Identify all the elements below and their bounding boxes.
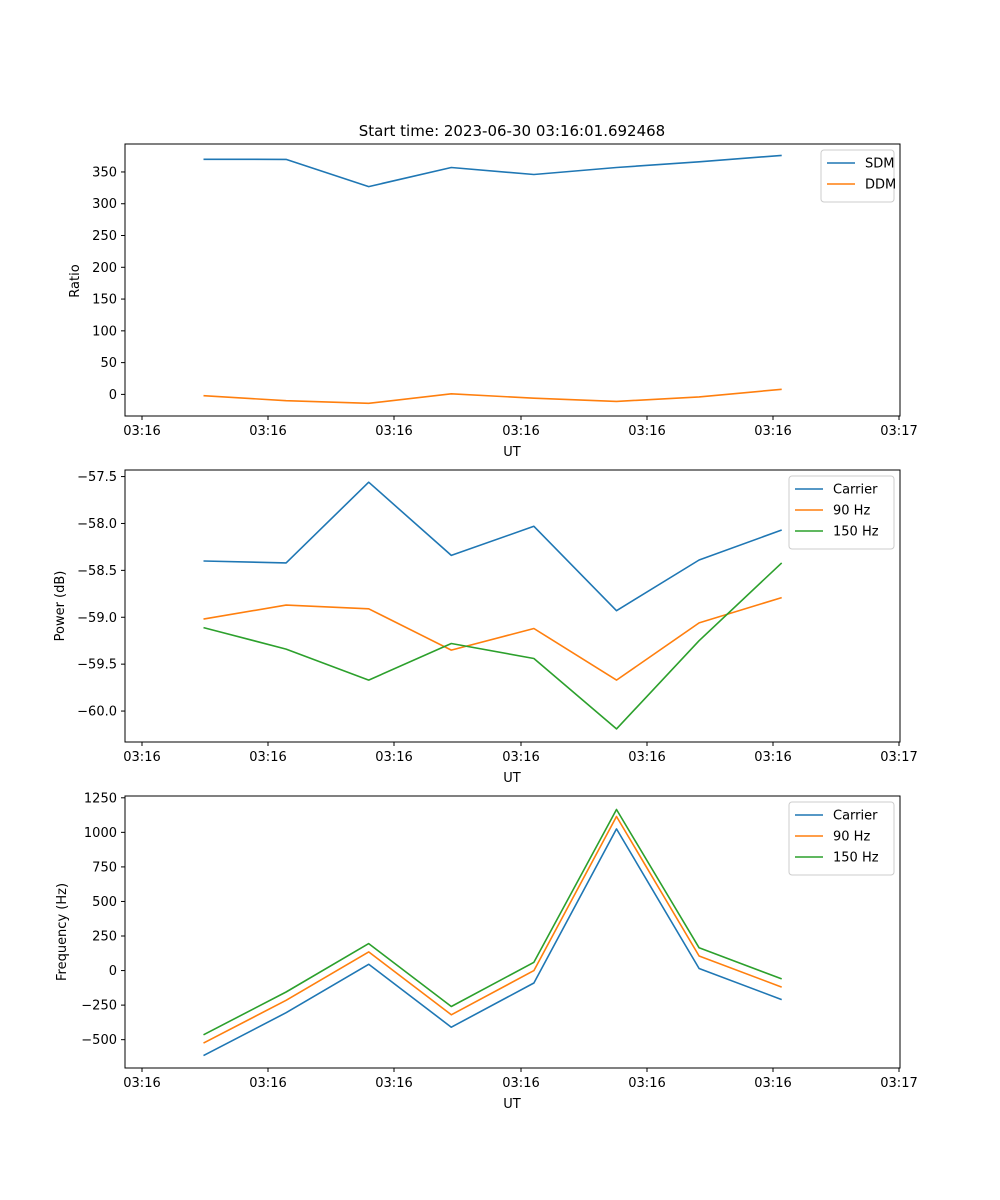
power-legend-label: 150 Hz (833, 525, 879, 540)
ratio-xlabel: UT (503, 445, 521, 460)
frequency-x-tick-label: 03:16 (123, 1076, 160, 1091)
ratio-y-tick-label: 0 (109, 388, 117, 403)
ratio-axes-frame (124, 143, 901, 417)
figure-title: Start time: 2023-06-30 03:16:01.692468 (359, 122, 665, 140)
frequency-y-tick-label: 250 (92, 930, 117, 945)
ratio-legend-label: DDM (865, 178, 896, 193)
frequency-series-2-line (203, 808, 782, 1036)
ratio-x-tick-label: 03:16 (754, 424, 791, 439)
power-x-tick-label: 03:17 (880, 750, 917, 765)
power-ylabel: Power (dB) (53, 571, 68, 642)
frequency-x-tick-label: 03:16 (249, 1076, 286, 1091)
frequency-series-0-line (203, 828, 782, 1057)
ratio-x-tick-label: 03:16 (249, 424, 286, 439)
power-y-tick-label: −58.5 (77, 564, 117, 579)
power-y-tick-label: −58.0 (77, 517, 117, 532)
ratio-x-tick-label: 03:16 (375, 424, 412, 439)
power-y-tick-label: −59.0 (77, 611, 117, 626)
power-axes-frame (124, 469, 901, 743)
ratio-x-tick-label: 03:16 (123, 424, 160, 439)
frequency-y-tick-label: 500 (92, 895, 117, 910)
ratio-y-tick-label: 50 (100, 356, 117, 371)
power-x-tick-label: 03:16 (502, 750, 539, 765)
frequency-y-tick-label: 0 (109, 964, 117, 979)
power-y-tick-label: −59.5 (77, 658, 117, 673)
frequency-x-tick-label: 03:17 (880, 1076, 917, 1091)
frequency-legend-label: 150 Hz (833, 851, 879, 866)
frequency-axes-frame (124, 795, 901, 1069)
ratio-y-tick-label: 300 (92, 197, 117, 212)
power-x-tick-label: 03:16 (628, 750, 665, 765)
power-series-0-line (203, 481, 782, 612)
frequency-y-tick-label: −500 (81, 1033, 117, 1048)
ratio-x-tick-label: 03:16 (502, 424, 539, 439)
power-x-tick-label: 03:16 (249, 750, 286, 765)
frequency-legend-label: Carrier (833, 809, 878, 824)
ratio-series-0-line (203, 154, 782, 188)
frequency-y-tick-label: −250 (81, 999, 117, 1014)
frequency-panel: Frequency (Hz) UT 03:16 03:16 03:16 03:16 03… (55, 791, 918, 1112)
frequency-x-tick-label: 03:16 (754, 1076, 791, 1091)
frequency-y-tick-label: 750 (92, 860, 117, 875)
ratio-ylabel: Ratio (68, 264, 83, 297)
power-series-1-line (203, 596, 782, 681)
ratio-y-tick-label: 200 (92, 261, 117, 276)
power-y-tick-label: −60.0 (77, 705, 117, 720)
frequency-y-tick-label: 1000 (84, 826, 117, 841)
frequency-x-tick-label: 03:16 (502, 1076, 539, 1091)
ratio-y-tick-label: 350 (92, 165, 117, 180)
ratio-y-tick-label: 250 (92, 229, 117, 244)
power-x-tick-label: 03:16 (375, 750, 412, 765)
ratio-legend-label: SDM (865, 157, 894, 172)
power-xlabel: UT (503, 771, 521, 786)
ratio-x-tick-label: 03:17 (880, 424, 917, 439)
frequency-series-1-line (203, 815, 782, 1044)
ratio-y-tick-label: 150 (92, 293, 117, 308)
ratio-series-1-line (203, 388, 782, 405)
power-legend-label: 90 Hz (833, 504, 870, 519)
frequency-y-tick-label: 1250 (84, 791, 117, 806)
ratio-y-tick-label: 100 (92, 324, 117, 339)
frequency-x-tick-label: 03:16 (375, 1076, 412, 1091)
power-y-tick-label: −57.5 (77, 470, 117, 485)
ratio-x-tick-label: 03:16 (628, 424, 665, 439)
frequency-x-tick-label: 03:16 (628, 1076, 665, 1091)
ratio-panel: Ratio UT 03:16 03:16 03:16 03:16 03:16 03:16 0… (68, 143, 918, 460)
power-legend-label: Carrier (833, 483, 878, 498)
power-x-tick-label: 03:16 (754, 750, 791, 765)
frequency-ylabel: Frequency (Hz) (55, 883, 70, 981)
power-x-tick-label: 03:16 (123, 750, 160, 765)
frequency-legend-label: 90 Hz (833, 830, 870, 845)
frequency-xlabel: UT (503, 1097, 521, 1112)
power-panel: Power (dB) UT 03:16 03:16 03:16 03:16 03:16 0… (53, 469, 918, 786)
power-series-2-line (203, 562, 783, 730)
